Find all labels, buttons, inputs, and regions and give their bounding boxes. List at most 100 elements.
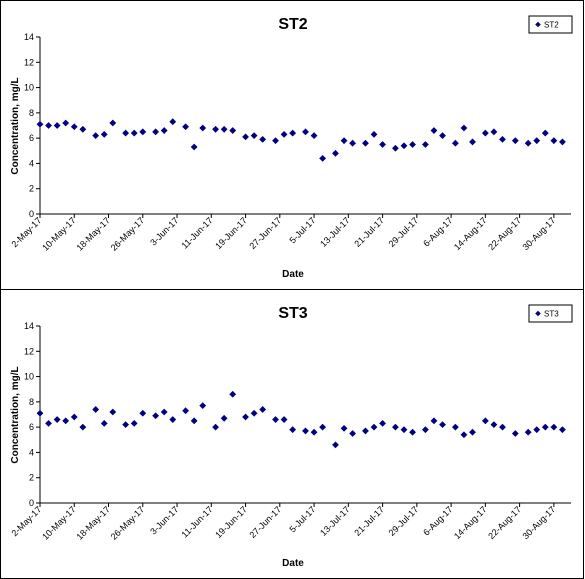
data-point bbox=[559, 138, 566, 146]
chart-panel-st3: ST3 0 2 4 6 8 10 12 14 2-May-17 10-May-17 18-May-17… bbox=[0, 289, 584, 579]
data-point bbox=[469, 428, 476, 436]
x-tick-label: 13-Jul-17 bbox=[318, 504, 352, 538]
data-point bbox=[229, 390, 237, 398]
y-axis-label: Concentration, mg/L bbox=[10, 77, 21, 174]
x-tick-label: 3-Jun-17 bbox=[148, 215, 180, 247]
x-tick-label: 5-Jul-17 bbox=[287, 215, 317, 245]
data-point bbox=[481, 129, 489, 137]
data-point bbox=[400, 426, 408, 434]
y-tick-label: 4 bbox=[29, 447, 34, 457]
x-tick-label: 18-May-17 bbox=[74, 504, 111, 541]
data-point bbox=[451, 423, 459, 431]
data-point bbox=[469, 138, 476, 146]
x-tick-label: 27-Jun-17 bbox=[247, 215, 283, 251]
x-tick-label: 6-Aug-17 bbox=[421, 504, 454, 537]
data-point bbox=[250, 132, 258, 140]
data-point bbox=[460, 431, 468, 439]
data-point bbox=[160, 408, 168, 416]
data-point bbox=[524, 139, 532, 147]
data-point bbox=[152, 412, 160, 420]
data-point bbox=[259, 136, 267, 143]
data-point bbox=[511, 137, 519, 145]
data-point bbox=[460, 124, 468, 132]
data-point bbox=[152, 128, 160, 136]
chart-title: ST2 bbox=[278, 16, 307, 33]
data-point bbox=[319, 423, 327, 431]
data-point bbox=[109, 119, 117, 127]
data-point bbox=[100, 419, 108, 427]
data-point bbox=[139, 409, 147, 417]
data-point bbox=[45, 419, 52, 427]
x-tick-label: 13-Jul-17 bbox=[318, 215, 352, 249]
data-point bbox=[370, 130, 378, 138]
x-tick-label: 6-Aug-17 bbox=[421, 215, 454, 248]
y-tick-label: 4 bbox=[29, 158, 34, 168]
y-tick-label: 10 bbox=[24, 83, 34, 93]
data-point bbox=[340, 425, 348, 432]
data-point bbox=[379, 141, 386, 148]
data-point bbox=[332, 149, 339, 157]
y-tick-label: 6 bbox=[29, 422, 34, 432]
data-point bbox=[439, 132, 446, 140]
data-point bbox=[289, 129, 297, 137]
x-tick-label: 11-Jun-17 bbox=[179, 215, 214, 250]
data-point bbox=[499, 136, 506, 143]
data-point bbox=[190, 417, 198, 425]
x-tick-label: 21-Jul-17 bbox=[352, 504, 386, 538]
data-point bbox=[92, 406, 100, 413]
data-point bbox=[340, 137, 348, 145]
legend-label: ST3 bbox=[544, 310, 559, 319]
y-tick-label: 10 bbox=[24, 372, 34, 382]
data-point bbox=[212, 125, 219, 133]
y-tick-label: 0 bbox=[29, 209, 34, 219]
x-tick-label: 27-Jun-17 bbox=[247, 504, 283, 540]
y-tick-label: 14 bbox=[24, 32, 34, 42]
x-tick-label: 21-Jul-17 bbox=[352, 215, 386, 249]
chart-title: ST3 bbox=[278, 305, 307, 322]
data-point bbox=[332, 441, 339, 449]
x-tick-label: 26-May-17 bbox=[109, 504, 146, 541]
data-point bbox=[100, 130, 108, 138]
data-point bbox=[70, 413, 78, 421]
x-tick-label: 3-Jun-17 bbox=[148, 504, 180, 536]
data-point bbox=[289, 426, 297, 434]
x-tick-label: 10-May-17 bbox=[40, 215, 77, 252]
data-point bbox=[272, 137, 279, 145]
data-point bbox=[109, 408, 117, 416]
data-point bbox=[481, 417, 489, 425]
legend-box bbox=[528, 304, 573, 323]
x-axis-label: Date bbox=[282, 558, 304, 569]
y-tick-label: 12 bbox=[24, 346, 34, 356]
x-tick-label: 29-Jul-17 bbox=[387, 504, 421, 538]
data-point bbox=[559, 426, 566, 434]
data-point bbox=[302, 128, 309, 136]
data-point bbox=[92, 132, 100, 140]
data-point bbox=[280, 416, 288, 423]
data-point bbox=[550, 423, 558, 431]
data-point bbox=[533, 137, 541, 145]
x-tick-label: 10-May-17 bbox=[40, 504, 77, 541]
x-tick-label: 30-Aug-17 bbox=[520, 504, 557, 541]
data-point bbox=[229, 127, 237, 134]
y-tick-label: 2 bbox=[29, 473, 34, 483]
data-point bbox=[36, 120, 44, 128]
data-point bbox=[392, 144, 399, 152]
x-tick-label: 22-Aug-17 bbox=[486, 504, 523, 541]
chart-panel-st2: ST2 0 2 4 6 8 10 12 14 2-May-17 10-May-17 18-May-17… bbox=[0, 0, 584, 290]
y-tick-label: 2 bbox=[29, 184, 34, 194]
data-point bbox=[242, 133, 249, 141]
data-point bbox=[490, 128, 498, 136]
y-axis-label: Concentration, mg/L bbox=[10, 366, 21, 463]
data-point bbox=[400, 142, 408, 150]
legend-marker bbox=[535, 310, 541, 317]
data-point bbox=[392, 423, 399, 431]
data-point bbox=[220, 414, 228, 422]
data-point bbox=[499, 423, 506, 431]
data-point bbox=[70, 123, 78, 131]
data-point bbox=[319, 154, 327, 162]
data-point bbox=[62, 119, 70, 127]
data-point bbox=[349, 430, 357, 437]
data-point bbox=[451, 139, 459, 147]
data-point bbox=[430, 127, 438, 134]
data-point bbox=[422, 426, 429, 434]
